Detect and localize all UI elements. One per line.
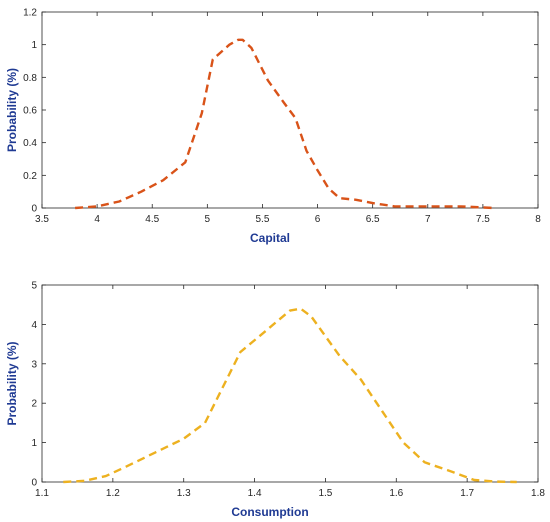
capital-series-line [75, 38, 494, 210]
consumption-x-tick-label: 1.5 [318, 488, 332, 499]
consumption-x-tick-label: 1.6 [389, 488, 403, 499]
capital-y-tick-label: 0.6 [23, 106, 37, 117]
consumption-x-tick-label: 1.3 [177, 488, 191, 499]
capital-y-tick-label: 0 [31, 204, 37, 215]
consumption-x-tick-label: 1.7 [460, 488, 474, 499]
capital-y-tick-label: 0.4 [23, 138, 37, 149]
consumption-x-tick-label: 1.8 [531, 488, 545, 499]
consumption-series-line [63, 307, 517, 484]
capital-x-tick-label: 5 [205, 214, 211, 225]
capital-y-tick-label: 1 [31, 40, 37, 51]
consumption-y-tick-label: 4 [31, 320, 37, 331]
capital-x-axis-label: Capital [250, 231, 290, 245]
capital-y-tick-label: 1.2 [23, 8, 37, 19]
consumption-chart: 1.1 1.2 1.3 1.4 1.5 1.6 1.7 1.8 0 1 2 3 4 5 Consumptio… [5, 281, 545, 520]
consumption-y-tick-label: 5 [31, 281, 37, 292]
consumption-x-tick-label: 1.2 [106, 488, 120, 499]
consumption-axes-box [41, 284, 539, 483]
capital-x-tick-label: 5.5 [255, 214, 269, 225]
consumption-y-axis-label: Probability (%) [5, 341, 19, 425]
consumption-y-tick-label: 1 [31, 438, 37, 449]
capital-x-tick-label: 3.5 [35, 214, 49, 225]
consumption-y-tick-label: 0 [31, 478, 37, 489]
capital-x-tick-label: 6.5 [366, 214, 380, 225]
capital-x-tick-label: 6 [315, 214, 321, 225]
consumption-x-tick-label: 1.4 [248, 488, 262, 499]
capital-y-tick-label: 0.8 [23, 73, 37, 84]
consumption-x-axis-label: Consumption [231, 505, 308, 519]
consumption-y-tick-label: 3 [31, 359, 37, 370]
capital-x-tick-label: 7.5 [476, 214, 490, 225]
capital-x-tick-label: 4.5 [145, 214, 159, 225]
capital-x-tick-label: 4 [94, 214, 100, 225]
capital-y-axis-label: Probability (%) [5, 68, 19, 152]
capital-y-tick-label: 0.2 [23, 171, 37, 182]
capital-chart: 3.5 4 4.5 5 5.5 6 6.5 7 7.5 8 0 0.2 0.4 0.6 0.8 1 1.2 Cap… [5, 8, 541, 246]
capital-x-tick-label: 7 [425, 214, 431, 225]
capital-axes-box [41, 11, 539, 209]
consumption-y-tick-label: 2 [31, 399, 37, 410]
consumption-x-tick-label: 1.1 [35, 488, 49, 499]
capital-x-tick-label: 8 [535, 214, 541, 225]
